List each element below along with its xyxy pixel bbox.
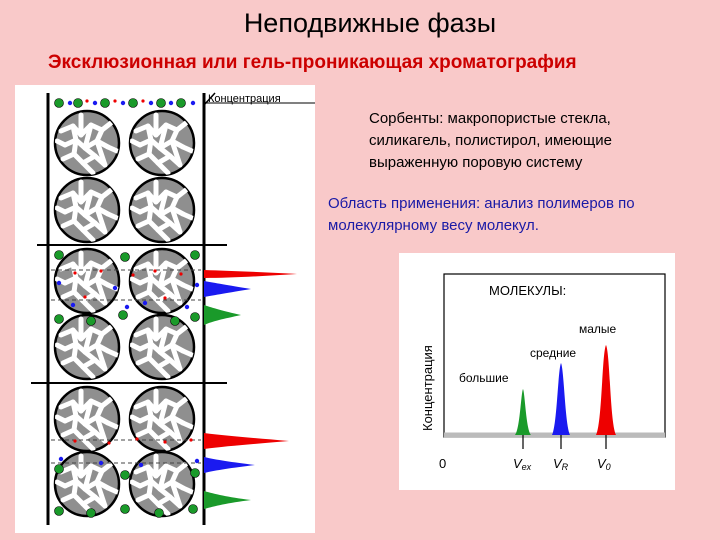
peak-medium — [552, 363, 570, 435]
concentration-label: Концентрация — [208, 93, 281, 105]
origin-label: 0 — [439, 456, 446, 471]
tick-label-vex: Vex — [513, 456, 532, 472]
application-text: Область применения: анализ полимеров по … — [328, 195, 635, 234]
peak-small — [596, 345, 616, 435]
sorbent-bead — [55, 315, 119, 379]
peak-label-small: малые — [579, 322, 617, 336]
sorbent-bead — [55, 249, 119, 313]
slide-title: Неподвижные фазы — [243, 8, 497, 38]
sorbent-bead — [55, 452, 119, 516]
tick-label-v0: V0 — [597, 456, 611, 472]
y-axis-label: Концентрация — [420, 345, 435, 431]
molecule-band-top — [54, 98, 196, 108]
molecule-band-middle — [54, 250, 200, 326]
peak-label-large: большие — [459, 371, 509, 385]
sorbents-text: Сорбенты: макропористые стекла, силикаге… — [369, 110, 612, 171]
large-molecules-peak-stage2 — [204, 305, 241, 325]
sorbent-bead — [130, 387, 194, 451]
peak-label-medium: средние — [530, 346, 576, 360]
chromatogram: МОЛЕКУЛЫ: Концентрация 0 большие средние… — [399, 253, 675, 490]
sorbent-bead — [130, 111, 194, 175]
slide-subtitle: Эксклюзионная или гель-проникающая хрома… — [48, 52, 577, 73]
sorbent-bead — [55, 111, 119, 175]
sorbent-bead — [55, 387, 119, 451]
sorbent-bead — [130, 315, 194, 379]
molecules-label: МОЛЕКУЛЫ: — [489, 283, 566, 298]
sorbent-bead — [130, 249, 194, 313]
column-diagram-svg: Концентрация — [31, 92, 315, 525]
sorbent-bead — [130, 452, 194, 516]
tick-label-vr: VR — [553, 456, 569, 472]
chromatogram-svg: МОЛЕКУЛЫ: Концентрация 0 большие средние… — [420, 273, 666, 472]
medium-molecules-peak-stage3 — [204, 457, 255, 473]
small-molecules-peak-stage3 — [204, 433, 289, 449]
medium-molecules-peak-stage2 — [204, 281, 251, 297]
sorbent-bead — [55, 178, 119, 242]
sorbent-bead — [130, 178, 194, 242]
large-molecules-peak-stage3 — [204, 491, 251, 509]
molecule-band-bottom — [54, 437, 200, 518]
column-diagram: Концентрация — [15, 85, 315, 533]
peak-large — [515, 389, 531, 435]
